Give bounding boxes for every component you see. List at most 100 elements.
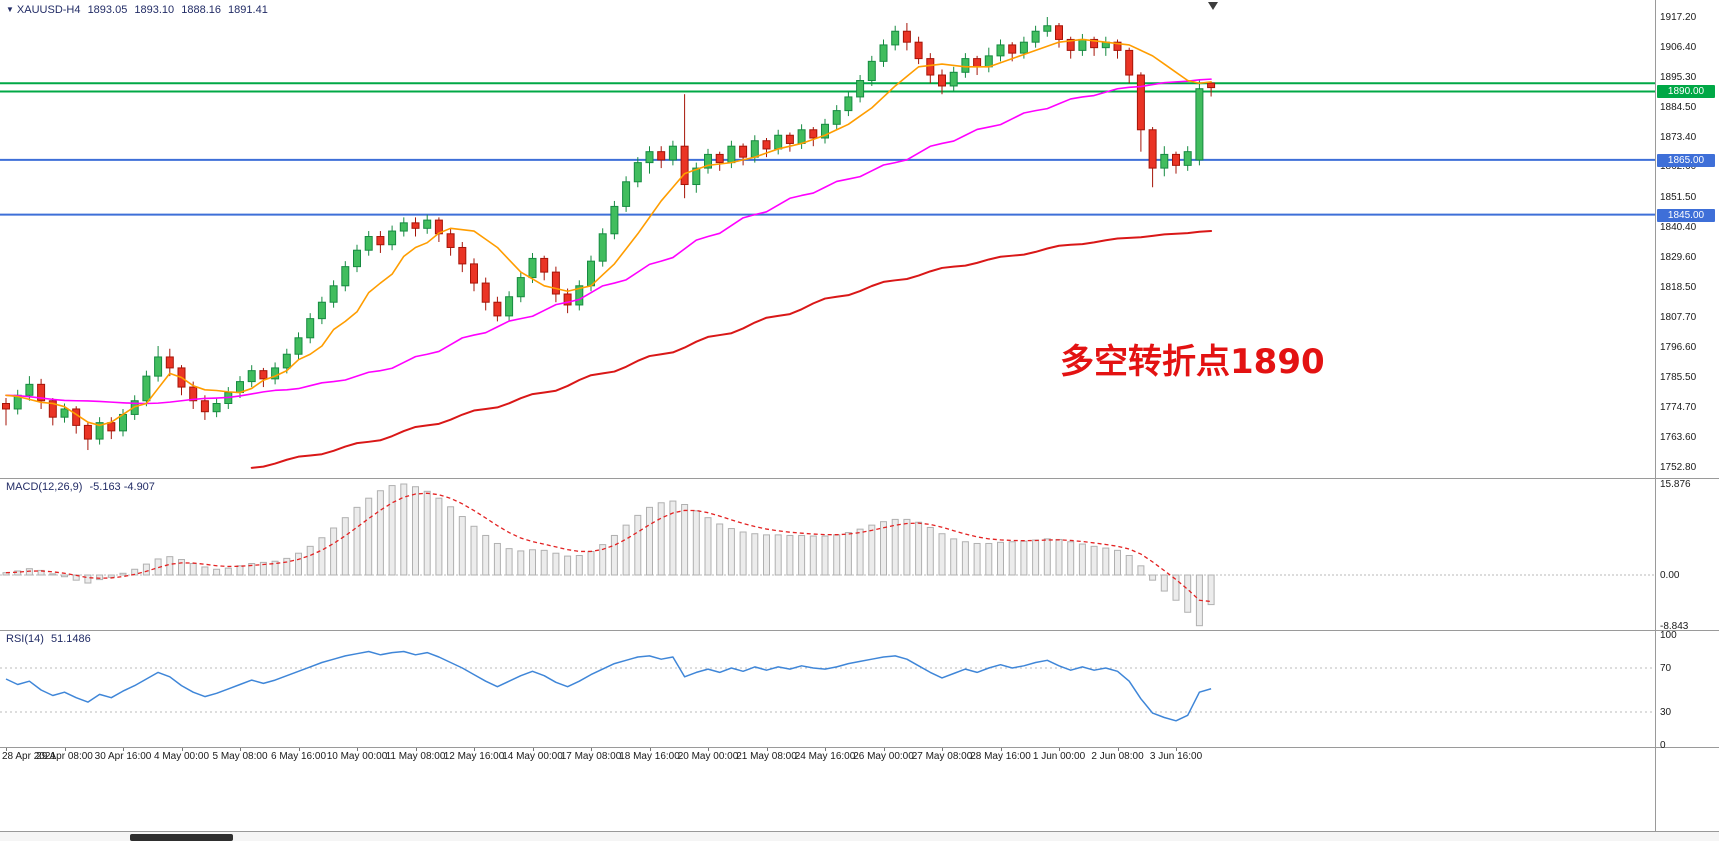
ohlc-header: ▼ XAUUSD-H4 1893.05 1893.10 1888.16 1891.… — [6, 4, 272, 16]
price-axis-separator — [1655, 0, 1656, 841]
price-level-chip: 1845.00 — [1657, 208, 1715, 222]
time-tick-mark — [6, 748, 7, 751]
horizontal-scrollbar[interactable] — [0, 831, 1719, 841]
rsi-indicator-label: RSI(14) 51.1486 — [6, 633, 95, 645]
symbol-period-label: XAUUSD-H4 — [16, 4, 81, 16]
time-tick-label: 20 May 00:00 — [677, 751, 739, 762]
price-axis[interactable]: 1917.20 1906.40 1895.30 1884.50 1873.40 1862.… — [1656, 0, 1719, 841]
price-tick-label: 1829.60 — [1660, 251, 1697, 263]
macd-histogram-layer — [2, 483, 1215, 627]
time-tick-mark — [240, 748, 241, 751]
price-tick-label: 1895.30 — [1660, 71, 1697, 83]
time-axis-separator — [0, 747, 1719, 748]
time-tick-label: 30 Apr 16:00 — [94, 751, 152, 762]
panel-separator[interactable] — [0, 478, 1719, 479]
scrollbar-thumb[interactable] — [130, 834, 233, 841]
time-tick-label: 4 May 00:00 — [153, 751, 210, 762]
rsi-current-value: 51.1486 — [50, 633, 91, 645]
time-tick-label: 10 May 00:00 — [326, 751, 388, 762]
macd-panel[interactable] — [0, 478, 1655, 630]
time-tick-mark — [1176, 748, 1177, 751]
rsi-tick-label: 0 — [1660, 740, 1666, 751]
time-tick-label: 5 May 08:00 — [212, 751, 268, 762]
time-tick-mark — [708, 748, 709, 751]
chart-shift-icon[interactable] — [1208, 2, 1218, 10]
macd-tick-label: 15.876 — [1660, 479, 1691, 490]
chart-text-annotation: 多空转折点1890 — [1060, 342, 1325, 382]
time-tick-label: 3 Jun 16:00 — [1149, 751, 1203, 762]
time-tick-mark — [123, 748, 124, 751]
time-tick-mark — [825, 748, 826, 751]
rsi-tick-label: 100 — [1660, 630, 1677, 641]
time-tick-mark — [64, 748, 66, 751]
ma-mid-line — [5, 78, 1212, 405]
time-tick-mark — [766, 748, 768, 751]
time-tick-mark — [415, 748, 417, 751]
time-tick-label: 17 May 08:00 — [560, 751, 622, 762]
time-tick-label: 28 May 16:00 — [970, 751, 1031, 762]
time-tick-label: 18 May 16:00 — [619, 751, 680, 762]
time-tick-label: 1 Jun 00:00 — [1032, 751, 1086, 762]
price-level-chip: 1865.00 — [1657, 153, 1715, 167]
macd-tick-label: 0.00 — [1660, 570, 1680, 581]
time-tick-mark — [298, 748, 300, 751]
macd-tick-label: -8.843 — [1660, 620, 1689, 632]
main-price-chart[interactable] — [0, 0, 1655, 478]
rsi-tick-label: 70 — [1660, 663, 1672, 674]
time-tick-mark — [357, 748, 358, 751]
rsi-panel[interactable] — [0, 630, 1655, 747]
macd-signal-line — [5, 492, 1212, 603]
price-tick-label: 1774.70 — [1660, 402, 1697, 414]
price-tick-label: 1884.50 — [1660, 101, 1697, 113]
price-tick-label: 1785.50 — [1660, 372, 1697, 384]
time-tick-mark — [883, 748, 885, 751]
time-tick-label: 24 May 16:00 — [794, 751, 856, 762]
rsi-name: RSI(14) — [6, 633, 44, 645]
time-tick-label: 21 May 08:00 — [736, 751, 797, 762]
high-value: 1893.10 — [134, 4, 175, 16]
symbol-dropdown-icon: ▼ — [6, 5, 14, 14]
time-tick-mark — [591, 748, 592, 751]
macd-current-values: -5.163 -4.907 — [89, 481, 155, 493]
open-value: 1893.05 — [87, 4, 128, 16]
price-tick-label: 1807.70 — [1660, 311, 1697, 323]
ma-slow-line — [250, 230, 1213, 469]
macd-indicator-label: MACD(12,26,9) -5.163 -4.907 — [6, 481, 159, 493]
candles-layer — [2, 17, 1216, 451]
price-tick-label: 1862.60 — [1660, 161, 1697, 173]
time-tick-label: 2 Jun 08:00 — [1091, 751, 1144, 762]
time-tick-mark — [532, 748, 534, 751]
time-tick-mark — [474, 748, 475, 751]
panel-separator[interactable] — [0, 630, 1719, 631]
close-value: 1891.41 — [228, 4, 268, 16]
ma-fast-line — [5, 38, 1212, 427]
time-tick-mark — [942, 748, 943, 751]
time-tick-label: 29 Apr 08:00 — [36, 751, 93, 762]
time-tick-label: 14 May 00:00 — [502, 751, 563, 762]
time-tick-mark — [1000, 748, 1002, 751]
price-tick-label: 1873.40 — [1660, 131, 1697, 143]
price-tick-label: 1840.40 — [1660, 222, 1697, 234]
macd-name: MACD(12,26,9) — [6, 481, 83, 493]
time-tick-label: 12 May 16:00 — [443, 751, 505, 762]
time-tick-mark — [649, 748, 651, 751]
price-tick-label: 1763.60 — [1660, 432, 1697, 444]
price-tick-label: 1796.60 — [1660, 342, 1697, 354]
time-tick-mark — [1117, 748, 1119, 751]
rsi-tick-label: 30 — [1660, 707, 1672, 718]
time-axis[interactable]: 28 Apr 2021 29 Apr 08:00 30 Apr 16:00 4 May… — [0, 748, 1655, 766]
low-value: 1888.16 — [181, 4, 221, 16]
level-lines-layer[interactable] — [0, 82, 1655, 216]
time-tick-label: 11 May 08:00 — [385, 751, 446, 762]
time-tick-label: 6 May 16:00 — [270, 751, 327, 762]
time-tick-label: 28 Apr 2021 — [2, 751, 56, 762]
time-tick-mark — [1059, 748, 1060, 751]
price-tick-label: 1851.50 — [1660, 191, 1697, 203]
time-tick-label: 27 May 08:00 — [911, 751, 973, 762]
time-tick-mark — [181, 748, 183, 751]
price-level-chip: 1890.00 — [1657, 85, 1715, 99]
time-tick-label: 26 May 00:00 — [853, 751, 914, 762]
price-tick-label: 1917.20 — [1660, 12, 1697, 23]
price-tick-label: 1752.80 — [1660, 462, 1697, 473]
